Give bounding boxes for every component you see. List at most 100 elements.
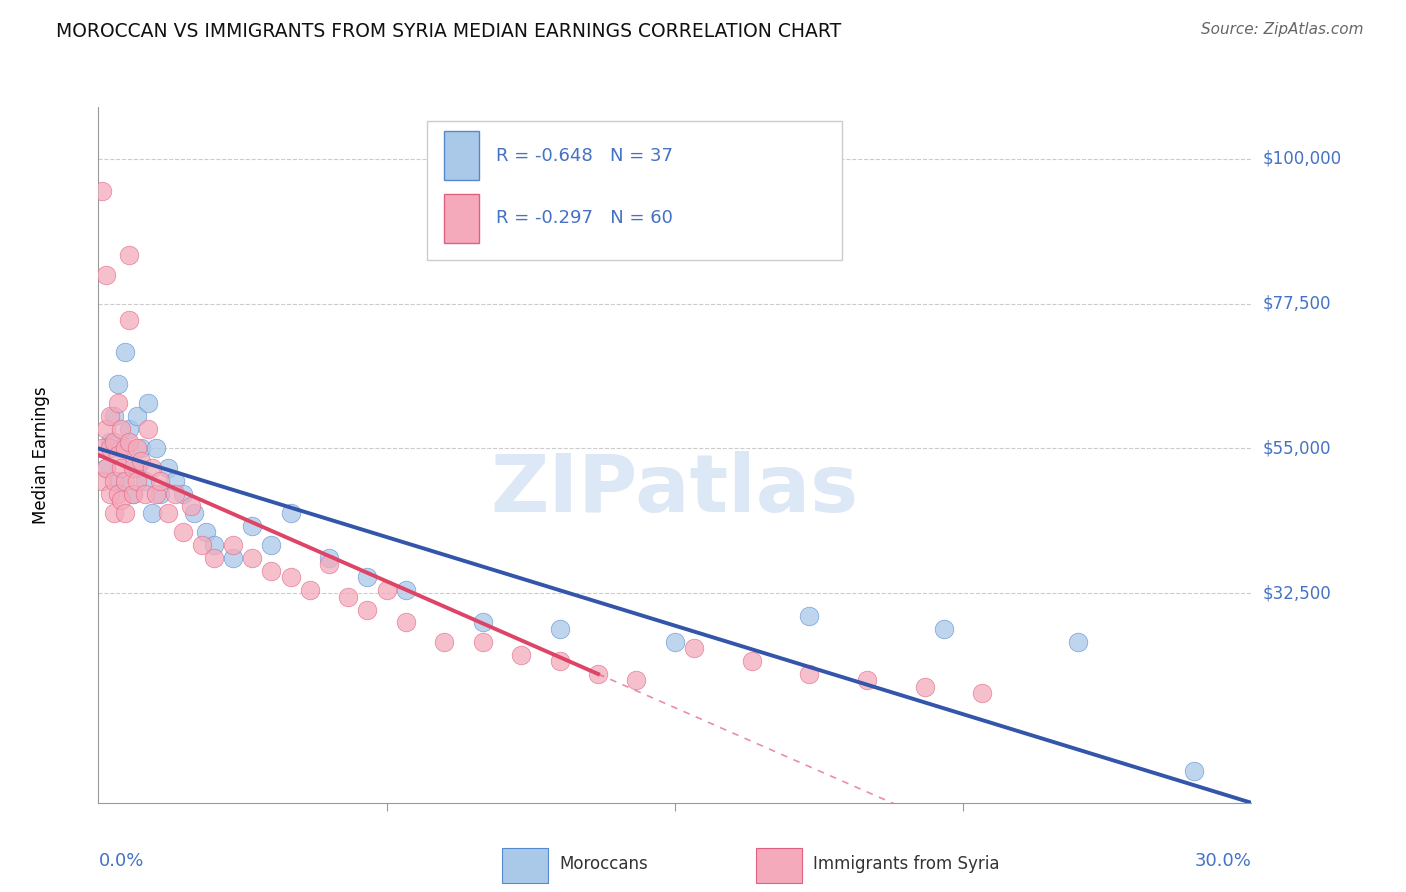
Point: [125, 460, 148, 475]
Point: [125, 474, 148, 488]
Point: [433, 634, 456, 648]
Point: [180, 500, 202, 514]
Point: [318, 558, 340, 572]
Point: [172, 486, 194, 500]
Point: [972, 686, 994, 700]
Point: [91, 442, 114, 456]
Point: [222, 538, 245, 552]
Point: [240, 551, 263, 566]
Point: [260, 564, 283, 578]
Point: [298, 583, 321, 598]
Point: [856, 673, 879, 688]
Point: [103, 474, 125, 488]
Point: [103, 506, 125, 520]
Point: [191, 538, 214, 552]
Point: [98, 486, 121, 500]
FancyBboxPatch shape: [444, 131, 479, 180]
Point: [172, 525, 194, 540]
Point: [118, 422, 141, 436]
Point: [98, 442, 121, 456]
Point: [1182, 764, 1205, 778]
Point: [156, 506, 179, 520]
Point: [145, 442, 167, 456]
Point: [110, 422, 132, 436]
Point: [141, 506, 163, 520]
Point: [94, 268, 117, 282]
Point: [626, 673, 648, 688]
Text: Source: ZipAtlas.com: Source: ZipAtlas.com: [1201, 22, 1364, 37]
Point: [1067, 634, 1090, 648]
Point: [165, 486, 187, 500]
Point: [156, 460, 179, 475]
Point: [149, 486, 172, 500]
Point: [118, 248, 141, 262]
Point: [125, 409, 148, 424]
Point: [471, 615, 494, 630]
Text: $77,500: $77,500: [1263, 294, 1331, 312]
Point: [134, 486, 156, 500]
Point: [94, 460, 117, 475]
Point: [510, 648, 533, 662]
Point: [114, 344, 136, 359]
Point: [94, 422, 117, 436]
Point: [125, 442, 148, 456]
Point: [107, 377, 129, 392]
Point: [548, 654, 571, 668]
Point: [356, 602, 378, 616]
Point: [337, 590, 360, 604]
Point: [202, 538, 225, 552]
Point: [395, 583, 418, 598]
Point: [356, 570, 378, 584]
Point: [103, 409, 125, 424]
Point: [914, 680, 936, 694]
Point: [107, 474, 129, 488]
Point: [138, 396, 160, 410]
Point: [91, 184, 114, 198]
Point: [107, 448, 129, 462]
Text: MOROCCAN VS IMMIGRANTS FROM SYRIA MEDIAN EARNINGS CORRELATION CHART: MOROCCAN VS IMMIGRANTS FROM SYRIA MEDIAN…: [56, 22, 841, 41]
Point: [145, 486, 167, 500]
Text: 30.0%: 30.0%: [1195, 852, 1251, 870]
Point: [548, 622, 571, 636]
Point: [103, 435, 125, 450]
Point: [664, 634, 686, 648]
Point: [118, 312, 141, 326]
Point: [799, 667, 821, 681]
FancyBboxPatch shape: [427, 121, 842, 260]
Point: [799, 609, 821, 624]
Text: Moroccans: Moroccans: [560, 855, 648, 873]
Point: [114, 506, 136, 520]
Point: [122, 486, 145, 500]
Point: [222, 551, 245, 566]
Text: $55,000: $55,000: [1263, 440, 1331, 458]
Point: [134, 474, 156, 488]
Point: [195, 525, 218, 540]
Text: 0.0%: 0.0%: [98, 852, 143, 870]
Point: [114, 442, 136, 456]
Point: [138, 422, 160, 436]
Text: R = -0.297   N = 60: R = -0.297 N = 60: [496, 210, 673, 227]
Point: [107, 486, 129, 500]
Point: [375, 583, 398, 598]
Point: [165, 474, 187, 488]
Point: [683, 641, 706, 656]
Point: [118, 435, 141, 450]
Point: [318, 551, 340, 566]
Point: [280, 570, 302, 584]
Text: $100,000: $100,000: [1263, 150, 1341, 168]
Text: ZIPatlas: ZIPatlas: [491, 450, 859, 529]
Point: [122, 460, 145, 475]
FancyBboxPatch shape: [444, 194, 479, 243]
Point: [110, 460, 132, 475]
Text: $32,500: $32,500: [1263, 584, 1331, 602]
Point: [91, 474, 114, 488]
Point: [280, 506, 302, 520]
Point: [932, 622, 955, 636]
Text: Immigrants from Syria: Immigrants from Syria: [813, 855, 1000, 873]
Point: [240, 518, 263, 533]
Point: [129, 454, 152, 468]
FancyBboxPatch shape: [502, 848, 548, 883]
Point: [110, 442, 132, 456]
Point: [122, 486, 145, 500]
Point: [183, 506, 205, 520]
